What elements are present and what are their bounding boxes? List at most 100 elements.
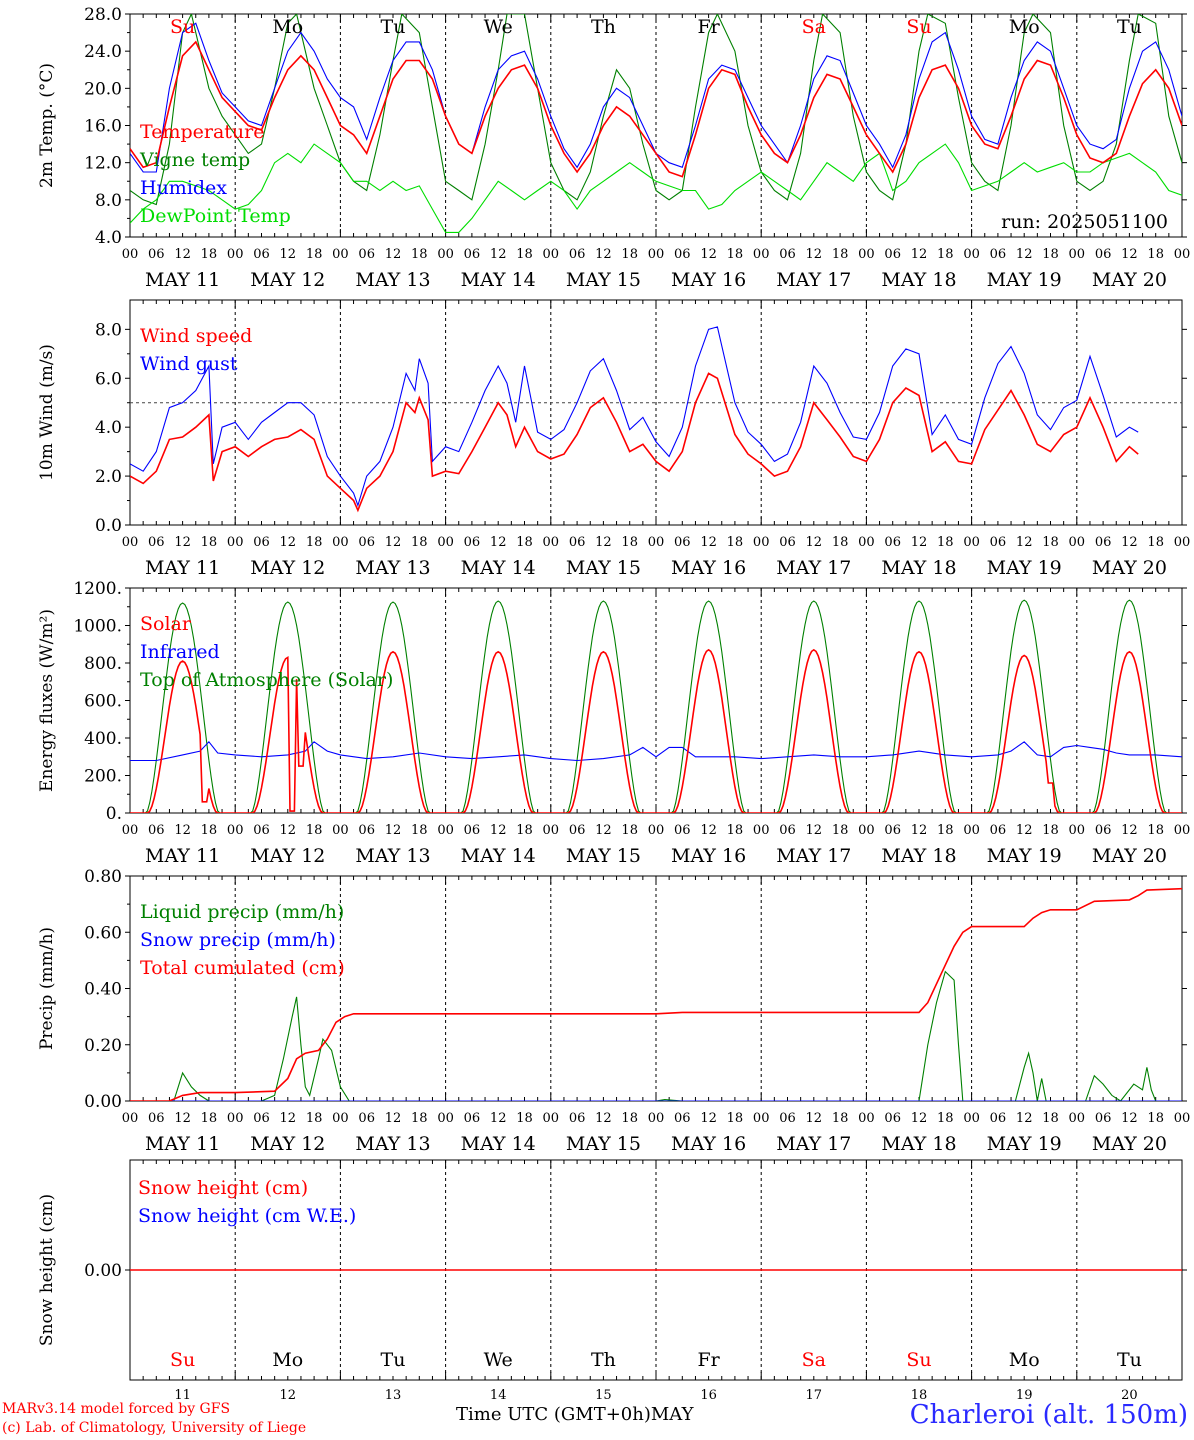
hour-label: 06: [1095, 823, 1112, 838]
run-label: run: 2025051100: [1001, 211, 1168, 233]
hour-label: 12: [490, 247, 507, 262]
hour-label: 12: [1016, 823, 1033, 838]
weekday-label: Tu: [1117, 1349, 1142, 1371]
hour-label: 12: [280, 823, 297, 838]
hour-label: 00: [1174, 823, 1191, 838]
hour-label: 12: [700, 1111, 717, 1126]
hour-label: 12: [490, 1111, 507, 1126]
date-label: MAY 15: [566, 1133, 641, 1155]
date-label: MAY 14: [461, 1133, 536, 1155]
hour-label: 18: [1147, 535, 1164, 550]
hour-label: 00: [122, 823, 139, 838]
hour-label: 06: [779, 247, 796, 262]
y-axis-label: Energy fluxes (W/m²): [37, 609, 57, 792]
hour-label: 12: [174, 247, 191, 262]
hour-label: 00: [437, 1111, 454, 1126]
hour-label: 00: [227, 247, 244, 262]
hour-label: 00: [227, 823, 244, 838]
weekday-label: Tu: [381, 16, 406, 38]
hour-label: 00: [963, 535, 980, 550]
hour-label: 06: [1095, 535, 1112, 550]
hour-label: 00: [227, 1111, 244, 1126]
y-tick-label: 400.: [84, 729, 122, 749]
hour-label: 18: [411, 535, 428, 550]
legend-entry: Temperature: [140, 121, 264, 143]
weekday-label: Mo: [272, 1349, 303, 1371]
weekday-label: Mo: [1009, 1349, 1040, 1371]
hour-label: 00: [1174, 247, 1191, 262]
hour-label: 00: [753, 1111, 770, 1126]
hour-label: 00: [648, 247, 665, 262]
hour-label: 06: [464, 823, 481, 838]
y-tick-label: 12.0: [84, 154, 122, 174]
hour-label: 06: [779, 1111, 796, 1126]
weekday-label: Sa: [802, 16, 826, 38]
legend-entry: Top of Atmosphere (Solar): [140, 669, 393, 691]
time-axis-label: Time UTC (GMT+0h)MAY: [456, 1404, 694, 1425]
date-label: MAY 12: [250, 845, 325, 867]
hour-label: 12: [595, 823, 612, 838]
hour-label: 00: [332, 823, 349, 838]
y-tick-label: 0.00: [84, 1092, 122, 1112]
hour-label: 06: [148, 823, 165, 838]
y-tick-label: 28.0: [84, 5, 122, 25]
hour-label: 18: [411, 247, 428, 262]
series-line-wind-speed: [130, 372, 1139, 513]
hour-label: 12: [806, 247, 823, 262]
legend-entry: Snow height (cm W.E.): [138, 1205, 356, 1227]
hour-label: 06: [990, 823, 1007, 838]
legend-entry: DewPoint Temp: [140, 205, 291, 227]
hour-label: 18: [1147, 823, 1164, 838]
day-number-label: 13: [385, 1388, 402, 1403]
hour-label: 18: [727, 535, 744, 550]
hour-label: 00: [1069, 535, 1086, 550]
hour-label: 12: [595, 247, 612, 262]
date-label: MAY 18: [881, 1133, 956, 1155]
y-tick-label: 8.0: [95, 320, 122, 340]
hour-label: 00: [1174, 1111, 1191, 1126]
date-label: MAY 15: [566, 269, 641, 291]
day-number-label: 15: [595, 1388, 612, 1403]
hour-label: 00: [963, 247, 980, 262]
date-label: MAY 16: [671, 557, 746, 579]
hour-label: 12: [806, 535, 823, 550]
day-number-label: 12: [280, 1388, 297, 1403]
day-number-label: 17: [806, 1388, 823, 1403]
hour-label: 00: [543, 823, 560, 838]
month-label: MAY: [650, 1404, 694, 1425]
weekday-label: Mo: [272, 16, 303, 38]
date-label: MAY 19: [987, 1133, 1062, 1155]
hour-label: 06: [884, 535, 901, 550]
hour-label: 12: [806, 823, 823, 838]
day-number-label: 18: [911, 1388, 928, 1403]
date-label: MAY 11: [145, 845, 220, 867]
hour-label: 12: [490, 823, 507, 838]
hour-label: 06: [674, 823, 691, 838]
hour-label: 00: [227, 535, 244, 550]
y-axis-label: Snow height (cm): [37, 1194, 57, 1346]
hour-label: 18: [937, 823, 954, 838]
hour-label: 00: [1069, 823, 1086, 838]
hour-label: 18: [1147, 1111, 1164, 1126]
date-label: MAY 17: [776, 1133, 851, 1155]
hour-label: 06: [990, 535, 1007, 550]
date-label: MAY 17: [776, 269, 851, 291]
hour-label: 06: [1095, 1111, 1112, 1126]
hour-label: 18: [201, 247, 218, 262]
hour-label: 06: [253, 823, 270, 838]
series-line-total-cumulated-cm-: [130, 887, 1182, 1101]
weekday-label: Tu: [381, 1349, 406, 1371]
date-label: MAY 14: [461, 269, 536, 291]
hour-label: 18: [201, 1111, 218, 1126]
hour-label: 12: [1016, 1111, 1033, 1126]
date-label: MAY 14: [461, 557, 536, 579]
date-label: MAY 13: [355, 1133, 430, 1155]
date-label: MAY 12: [250, 557, 325, 579]
hour-label: 12: [174, 823, 191, 838]
weekday-label: We: [484, 1349, 513, 1371]
hour-label: 18: [306, 1111, 323, 1126]
hour-label: 18: [1042, 535, 1059, 550]
hour-label: 00: [753, 247, 770, 262]
hour-label: 12: [280, 1111, 297, 1126]
hour-label: 06: [990, 247, 1007, 262]
